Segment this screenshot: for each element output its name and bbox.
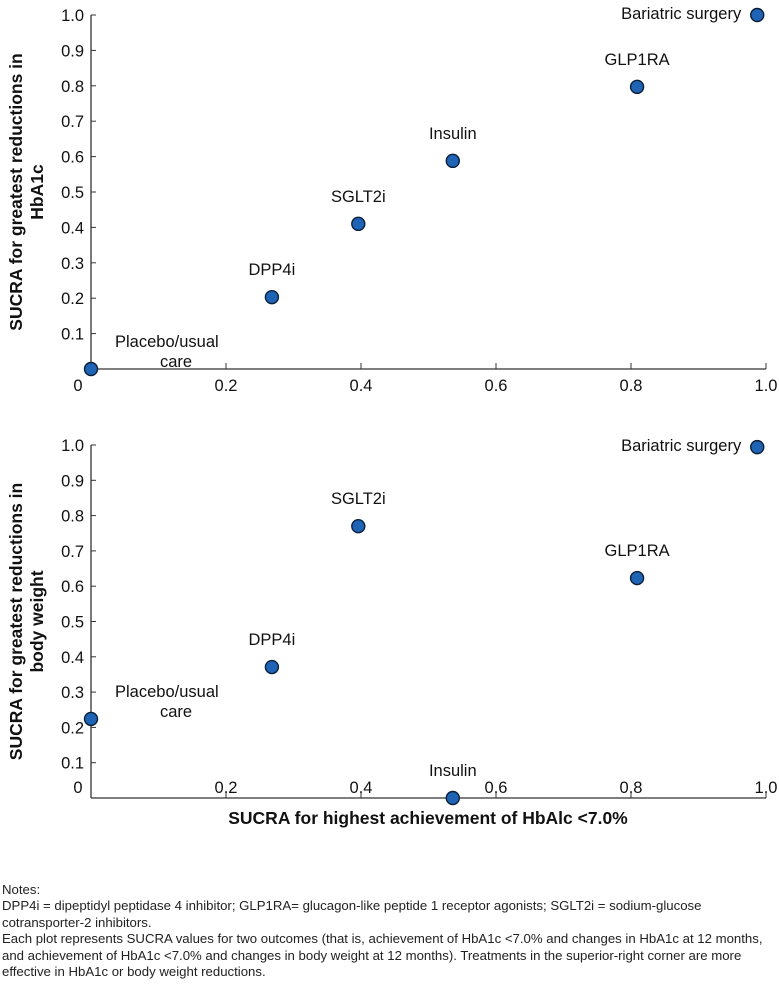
y-tick-label: 0.6 <box>61 578 84 596</box>
y-tick-label: 0.3 <box>61 255 84 273</box>
data-label-line: GLP1RA <box>605 542 670 560</box>
y-tick-label: 0.7 <box>61 113 84 131</box>
y-axis-label: SUCRA for greatest reductions inHbA1c <box>6 53 47 330</box>
data-point <box>264 659 280 675</box>
y-tick-label: 1.0 <box>61 7 84 25</box>
y-tick-label: 0.1 <box>61 326 84 344</box>
y-axis-label-line: HbA1c <box>27 164 47 220</box>
data-point <box>629 79 645 95</box>
data-label: Placebo/usual care <box>115 683 219 721</box>
data-label: Insulin <box>429 762 477 780</box>
y-tick-label: 0.6 <box>61 149 84 167</box>
scatter-panel-1: 0.1 0.2 0.3 0.4 0.5 0.6 0.7 0.8 0.9 1.0 0 0.2 0.4 0.6… <box>6 5 777 395</box>
y-tick-label: 0.3 <box>61 684 84 702</box>
y-tick-label: 0.2 <box>61 719 84 737</box>
scatter-panel-2: 0.1 0.2 0.3 0.4 0.5 0.6 0.7 0.8 0.9 1.0 0 0.2 0.4 0.6… <box>6 437 777 828</box>
y-tick-label: 0.5 <box>61 614 84 632</box>
x-tick-label: 0 <box>73 779 82 797</box>
x-tick-label: 0.4 <box>350 377 373 395</box>
data-label: GLP1RA <box>605 51 670 69</box>
data-point <box>351 216 366 232</box>
data-label-line: Bariatric surgery <box>621 5 742 23</box>
y-tick-label: 0.8 <box>61 78 84 96</box>
data-label-line: Insulin <box>429 762 477 780</box>
data-point <box>750 439 765 455</box>
data-point <box>351 518 366 534</box>
x-tick-label: 0.2 <box>215 779 238 797</box>
x-tick-label: 1.0 <box>755 779 778 797</box>
data-label-line: SGLT2i <box>331 188 386 206</box>
data-label: Placebo/usual care <box>115 333 219 371</box>
y-axis-label-line: body weight <box>27 570 47 672</box>
data-label: DPP4i <box>249 631 296 649</box>
data-label: Bariatric surgery <box>621 5 742 23</box>
x-tick-label: 0 <box>73 377 82 395</box>
data-label-line: SGLT2i <box>331 490 386 508</box>
data-point <box>750 7 765 23</box>
data-label: GLP1RA <box>605 542 670 560</box>
data-label: SGLT2i <box>331 188 386 206</box>
data-label: SGLT2i <box>331 490 386 508</box>
data-label-line: GLP1RA <box>605 51 670 69</box>
x-tick-label: 1.0 <box>755 377 778 395</box>
x-tick-label: 0.8 <box>620 779 643 797</box>
y-tick-label: 0.1 <box>61 755 84 773</box>
data-point <box>445 153 460 169</box>
data-point <box>629 570 645 586</box>
y-tick-label: 1.0 <box>61 437 84 455</box>
data-label-line: care <box>160 703 192 721</box>
y-axis-label: SUCRA for greatest reductions inbody wei… <box>6 483 47 760</box>
data-label: Bariatric surgery <box>621 437 742 455</box>
y-tick-label: 0.9 <box>61 42 84 60</box>
sucra-figure: 0.1 0.2 0.3 0.4 0.5 0.6 0.7 0.8 0.9 1.0 0 0.2 0.4 0.6… <box>6 5 777 828</box>
x-tick-label: 0.6 <box>485 377 508 395</box>
y-tick-label: 0.7 <box>61 543 84 561</box>
data-point <box>83 361 99 377</box>
notes: Notes: DPP4i = dipeptidyl peptidase 4 in… <box>2 882 772 980</box>
data-label-line: Placebo/usual <box>115 683 219 701</box>
data-label-line: DPP4i <box>249 631 296 649</box>
y-tick-label: 0.4 <box>61 219 84 237</box>
notes-heading: Notes: <box>2 882 41 897</box>
notes-abbreviations: DPP4i = dipeptidyl peptidase 4 inhibitor… <box>2 898 702 930</box>
data-label-line: Insulin <box>429 125 477 143</box>
y-tick-label: 0.8 <box>61 508 84 526</box>
y-tick-label: 0.4 <box>61 649 84 667</box>
y-axis-label-line: SUCRA for greatest reductions in <box>6 483 26 760</box>
data-point <box>83 711 99 727</box>
y-axis-label-line: SUCRA for greatest reductions in <box>6 53 26 330</box>
notes-explanation: Each plot represents SUCRA values for tw… <box>2 931 763 980</box>
x-axis-label: SUCRA for highest achievement of HbAlc <… <box>228 808 628 828</box>
data-label-line: care <box>160 353 192 371</box>
x-tick-label: 0.2 <box>215 377 238 395</box>
data-label-line: DPP4i <box>249 261 296 279</box>
data-label-line: Placebo/usual <box>115 333 219 351</box>
data-label-line: Bariatric surgery <box>621 437 742 455</box>
data-label: DPP4i <box>249 261 296 279</box>
x-tick-label: 0.4 <box>350 779 373 797</box>
x-tick-label: 0.8 <box>620 377 643 395</box>
data-point <box>445 790 460 806</box>
y-tick-label: 0.5 <box>61 184 84 202</box>
x-tick-label: 0.6 <box>485 779 508 797</box>
data-point <box>264 289 280 305</box>
y-tick-label: 0.9 <box>61 472 84 490</box>
y-tick-label: 0.2 <box>61 290 84 308</box>
data-label: Insulin <box>429 125 477 143</box>
